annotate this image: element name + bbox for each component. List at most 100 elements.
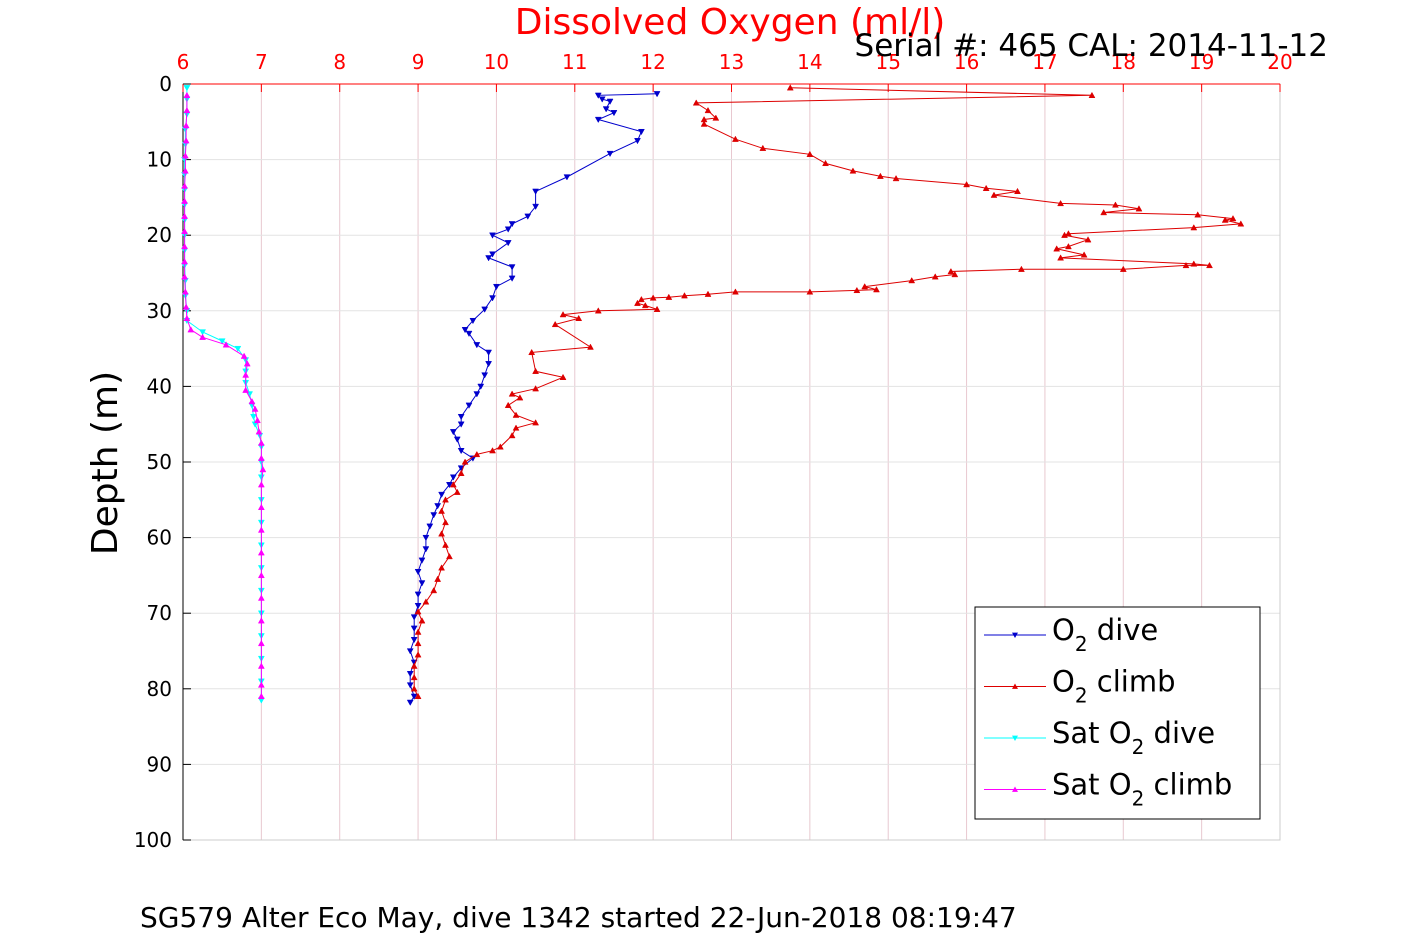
data-point <box>438 530 446 537</box>
data-point <box>496 443 504 450</box>
data-point <box>559 373 567 380</box>
data-point <box>481 372 489 379</box>
data-point <box>414 568 422 576</box>
serial-calibration-text: Serial #: 465 CAL: 2014-11-12 <box>855 28 1328 64</box>
data-point <box>406 699 414 706</box>
data-point <box>489 295 496 302</box>
data-point <box>257 617 265 624</box>
data-point <box>183 106 191 114</box>
data-point <box>1065 243 1072 250</box>
data-point <box>873 286 880 293</box>
data-point <box>1014 187 1021 195</box>
data-point <box>532 419 540 426</box>
data-point <box>575 314 583 322</box>
legend-swatch-marker <box>1012 683 1018 689</box>
data-point <box>1100 209 1108 216</box>
data-point <box>512 424 520 431</box>
data-point <box>990 191 998 198</box>
series-line <box>409 93 658 703</box>
data-point <box>222 341 230 348</box>
data-point <box>587 343 594 350</box>
data-point <box>410 625 418 632</box>
x-tick-label: 11 <box>562 50 587 74</box>
data-point <box>438 491 446 499</box>
y-tick-label: 30 <box>147 299 172 323</box>
y-tick-label: 90 <box>147 752 172 776</box>
data-point <box>508 275 516 282</box>
data-point <box>461 458 469 465</box>
y-tick-label: 10 <box>147 148 172 172</box>
data-point <box>1229 215 1237 222</box>
data-point <box>493 283 500 291</box>
legend-item: Sat O2 climb <box>984 768 1232 811</box>
data-point <box>434 503 442 510</box>
data-point <box>449 429 457 436</box>
data-point <box>410 614 418 621</box>
data-point <box>594 307 602 314</box>
data-point <box>700 120 708 127</box>
data-point <box>257 474 265 481</box>
series-line <box>413 87 1241 697</box>
data-point <box>250 413 257 421</box>
data-point <box>199 333 207 340</box>
data-point <box>257 439 265 446</box>
data-point <box>982 184 990 191</box>
data-point <box>559 311 567 318</box>
data-point <box>1112 201 1119 208</box>
data-point <box>1119 265 1127 272</box>
data-point <box>259 466 267 473</box>
x-tick-layer: 6 7 8 9 10 11 12 13 14 15 16 17 18 19 20 <box>177 50 1293 92</box>
x-tick-label: 13 <box>719 50 744 74</box>
data-point <box>610 110 618 117</box>
data-point <box>426 523 434 530</box>
data-point <box>414 608 422 615</box>
data-point <box>1080 251 1088 258</box>
data-point <box>822 159 829 167</box>
legend-items: O2 dive O2 climb Sat O2 dive Sat O2 climb <box>984 613 1232 811</box>
data-point <box>442 518 449 526</box>
data-point <box>181 167 189 174</box>
data-point <box>594 92 602 99</box>
series-sat-o2-climb <box>181 91 267 700</box>
y-tick-label: 50 <box>147 450 172 474</box>
data-point <box>257 639 265 647</box>
data-point <box>602 106 610 113</box>
data-point <box>489 447 496 454</box>
data-point <box>759 144 767 151</box>
legend-box <box>974 606 1261 820</box>
legend-label: O2 dive <box>1052 613 1158 656</box>
data-point <box>512 411 520 418</box>
data-point <box>649 294 657 301</box>
data-point <box>1053 245 1061 252</box>
data-point <box>1135 205 1143 212</box>
data-point <box>438 507 446 514</box>
data-point <box>181 197 188 204</box>
data-point <box>1182 261 1190 269</box>
data-point <box>418 580 426 587</box>
data-point <box>418 557 426 564</box>
data-point <box>641 301 649 309</box>
data-point <box>453 488 461 495</box>
data-point <box>242 386 250 393</box>
data-point <box>257 526 265 533</box>
data-point <box>442 541 449 548</box>
data-point <box>1206 261 1213 269</box>
data-point <box>183 85 191 92</box>
data-point <box>473 342 481 349</box>
data-point <box>181 182 188 189</box>
data-point <box>410 693 418 700</box>
data-point <box>410 637 418 644</box>
data-point <box>704 290 712 297</box>
data-point <box>422 534 430 542</box>
x-tick-label: 7 <box>255 50 268 74</box>
data-point <box>508 264 516 271</box>
data-point <box>430 512 438 519</box>
data-point <box>731 288 739 295</box>
data-point <box>532 203 540 210</box>
data-point <box>665 293 673 300</box>
data-point <box>255 428 263 435</box>
data-point <box>504 240 512 247</box>
series-layer <box>181 84 1245 706</box>
y-tick-label: 60 <box>147 526 172 550</box>
